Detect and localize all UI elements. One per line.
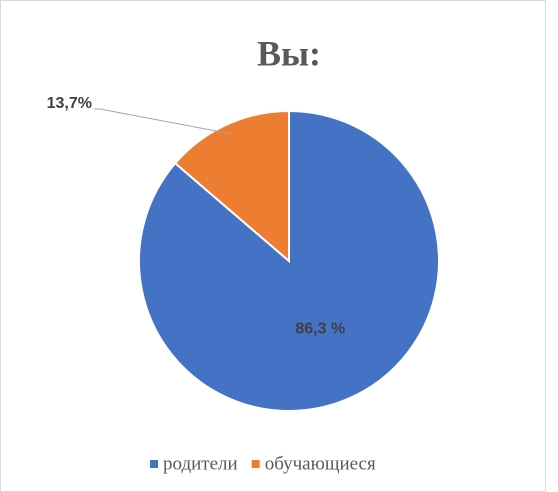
leader-line [94,108,231,135]
legend-swatch [150,460,158,468]
data-label: 13,7% [47,95,92,112]
legend-label: родители [163,453,238,474]
data-label: 86,3 % [295,320,345,337]
legend-label: обучающиеся [265,453,376,474]
legend-swatch [251,460,260,468]
pie-slice [173,109,290,264]
chart-title: Вы: [257,33,321,73]
